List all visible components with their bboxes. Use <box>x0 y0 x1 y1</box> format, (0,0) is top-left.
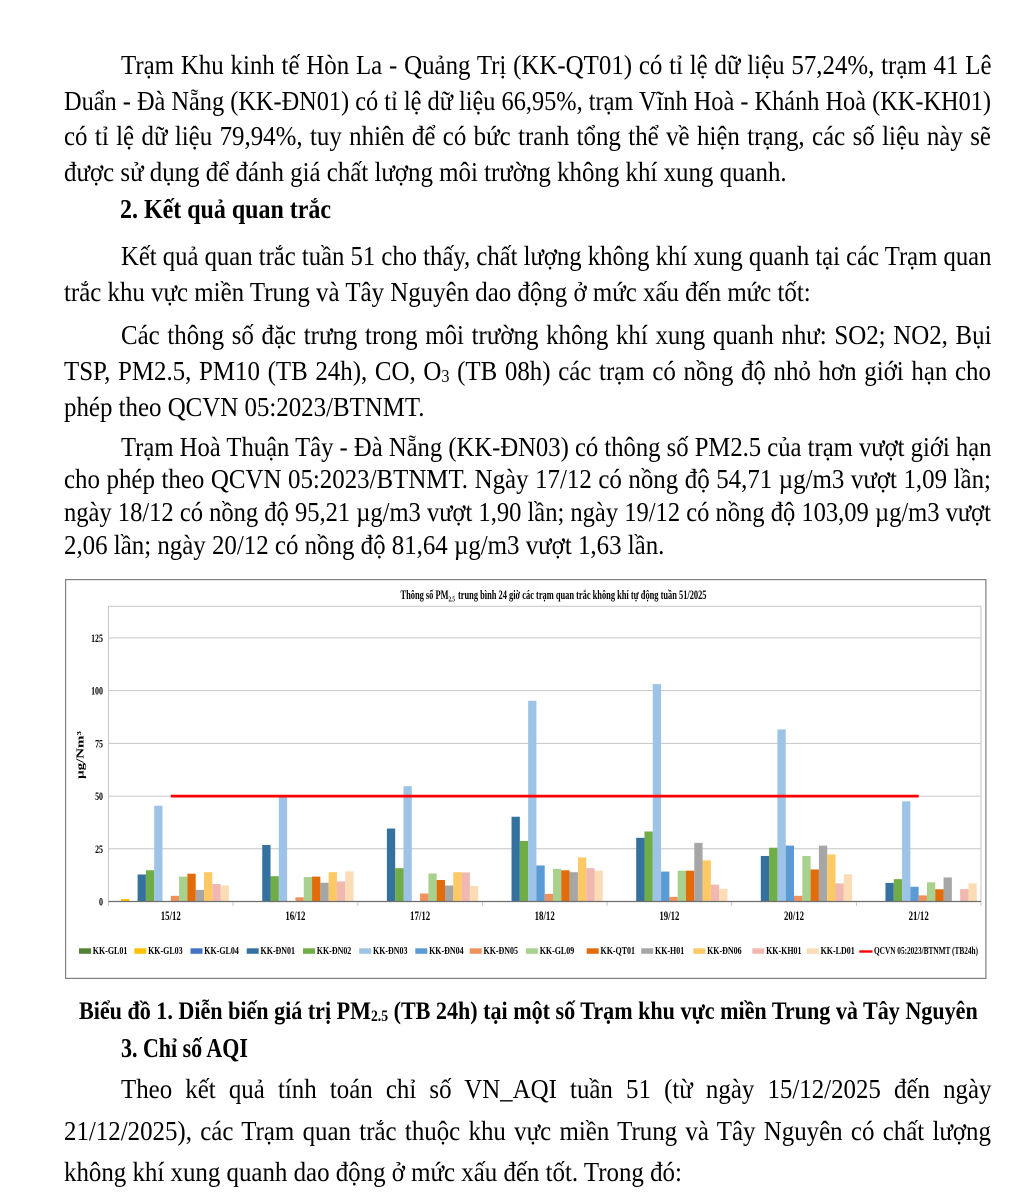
svg-text:QCVN 05:2023/BTNMT (TB24h): QCVN 05:2023/BTNMT (TB24h) <box>874 945 978 957</box>
svg-text:KK-GL09: KK-GL09 <box>540 945 575 957</box>
svg-text:Thông số PM: Thông số PM <box>401 588 449 602</box>
svg-text:19/12: 19/12 <box>659 908 679 923</box>
svg-text:KK-ĐN02: KK-ĐN02 <box>317 945 352 957</box>
svg-text:2.5: 2.5 <box>449 594 456 603</box>
svg-text:KK-GL01: KK-GL01 <box>93 945 128 957</box>
svg-text:100: 100 <box>91 685 103 697</box>
svg-text:KK-ĐN04: KK-ĐN04 <box>429 945 464 957</box>
svg-text:50: 50 <box>95 791 103 803</box>
svg-text:0: 0 <box>99 896 103 908</box>
svg-text:18/12: 18/12 <box>535 908 555 923</box>
svg-text:KK-ĐN03: KK-ĐN03 <box>373 945 408 957</box>
svg-text:KK-KH01: KK-KH01 <box>766 945 801 957</box>
svg-text:17/12: 17/12 <box>410 908 430 923</box>
svg-text:KK-GL04: KK-GL04 <box>204 945 239 957</box>
svg-text:KK-ĐN06: KK-ĐN06 <box>707 945 742 957</box>
svg-text:125: 125 <box>91 632 103 644</box>
svg-text:µg/Nm³: µg/Nm³ <box>76 731 87 779</box>
svg-text:KK-QT01: KK-QT01 <box>601 945 636 957</box>
svg-text:KK-LD01: KK-LD01 <box>821 945 855 957</box>
svg-text:20/12: 20/12 <box>784 908 804 923</box>
svg-text:16/12: 16/12 <box>285 908 305 923</box>
svg-text:KK-ĐN05: KK-ĐN05 <box>484 945 519 957</box>
svg-text:75: 75 <box>95 738 103 750</box>
svg-text:KK-GL03: KK-GL03 <box>148 945 183 957</box>
svg-text:KK-ĐN01: KK-ĐN01 <box>261 945 296 957</box>
svg-text:15/12: 15/12 <box>161 908 181 923</box>
svg-text:21/12: 21/12 <box>909 908 929 923</box>
svg-text:trung bình 24 giờ các trạm qua: trung bình 24 giờ các trạm quan trắc khô… <box>458 588 707 602</box>
svg-text:25: 25 <box>95 843 103 855</box>
svg-text:KK-H01: KK-H01 <box>655 945 684 957</box>
